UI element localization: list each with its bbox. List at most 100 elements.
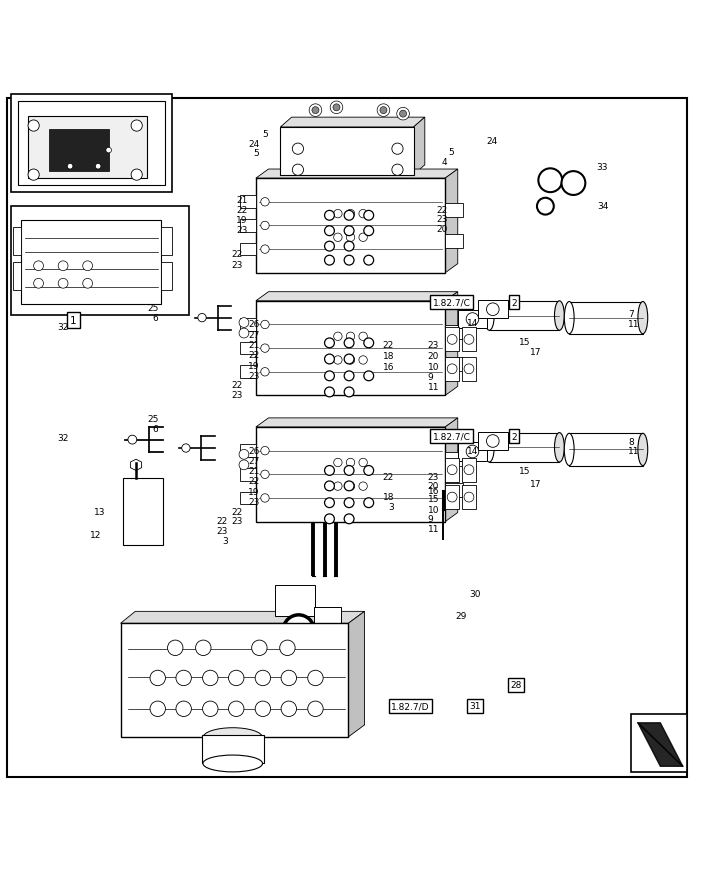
Circle shape bbox=[364, 371, 374, 381]
Bar bbox=[489, 433, 559, 462]
Text: 1: 1 bbox=[70, 315, 77, 325]
Text: 27: 27 bbox=[248, 456, 259, 466]
Circle shape bbox=[346, 482, 355, 491]
Circle shape bbox=[364, 466, 374, 476]
Bar bbox=[240, 492, 256, 505]
Text: 28: 28 bbox=[510, 680, 522, 690]
Circle shape bbox=[334, 333, 342, 342]
Circle shape bbox=[537, 198, 554, 216]
Text: 25: 25 bbox=[147, 415, 158, 423]
Circle shape bbox=[239, 461, 249, 470]
Text: 29: 29 bbox=[456, 612, 467, 620]
Circle shape bbox=[344, 355, 354, 364]
Text: 23: 23 bbox=[428, 341, 439, 350]
Text: 4: 4 bbox=[442, 157, 447, 167]
Bar bbox=[458, 443, 487, 461]
Circle shape bbox=[325, 388, 334, 397]
Text: 16: 16 bbox=[428, 486, 439, 495]
Circle shape bbox=[28, 169, 39, 181]
Bar bbox=[256, 302, 445, 396]
Text: 34: 34 bbox=[597, 202, 608, 210]
Circle shape bbox=[359, 459, 367, 468]
Circle shape bbox=[486, 303, 499, 316]
Text: 31: 31 bbox=[470, 701, 481, 711]
Bar bbox=[462, 486, 476, 509]
Circle shape bbox=[344, 242, 354, 252]
Circle shape bbox=[447, 493, 457, 502]
Bar bbox=[445, 458, 459, 482]
Circle shape bbox=[380, 108, 387, 115]
Bar bbox=[478, 301, 508, 319]
Text: 22: 22 bbox=[231, 507, 243, 516]
Circle shape bbox=[309, 104, 322, 117]
Bar bbox=[240, 319, 256, 331]
Circle shape bbox=[464, 465, 474, 475]
Bar bbox=[18, 102, 165, 186]
Polygon shape bbox=[256, 292, 458, 302]
Circle shape bbox=[400, 111, 407, 118]
Circle shape bbox=[182, 444, 190, 453]
Text: 33: 33 bbox=[596, 163, 607, 171]
Text: 22: 22 bbox=[231, 381, 243, 390]
Circle shape bbox=[359, 210, 367, 219]
Circle shape bbox=[261, 470, 269, 479]
Bar bbox=[11, 207, 189, 315]
Circle shape bbox=[359, 356, 367, 365]
Circle shape bbox=[344, 388, 354, 397]
Circle shape bbox=[344, 256, 354, 266]
Text: 23: 23 bbox=[231, 261, 243, 269]
Text: 14: 14 bbox=[467, 319, 478, 328]
Circle shape bbox=[344, 339, 354, 348]
Circle shape bbox=[168, 640, 183, 656]
Text: 9: 9 bbox=[428, 514, 433, 524]
Text: 30: 30 bbox=[470, 590, 481, 599]
Circle shape bbox=[392, 144, 403, 156]
Bar bbox=[462, 357, 476, 381]
Circle shape bbox=[346, 459, 355, 468]
Bar bbox=[631, 714, 687, 772]
Text: 22: 22 bbox=[248, 351, 259, 360]
Bar bbox=[445, 203, 463, 217]
Circle shape bbox=[334, 234, 342, 242]
Circle shape bbox=[176, 701, 191, 717]
Bar bbox=[445, 452, 463, 466]
Text: 3: 3 bbox=[388, 503, 394, 512]
Circle shape bbox=[333, 104, 340, 112]
Circle shape bbox=[261, 494, 269, 502]
Text: 23: 23 bbox=[436, 215, 447, 224]
Circle shape bbox=[464, 493, 474, 502]
Circle shape bbox=[131, 121, 142, 132]
Ellipse shape bbox=[554, 433, 564, 462]
Circle shape bbox=[466, 314, 479, 326]
Text: 11: 11 bbox=[628, 447, 639, 456]
Text: 19: 19 bbox=[236, 216, 247, 225]
Text: 15: 15 bbox=[519, 467, 530, 475]
Ellipse shape bbox=[203, 755, 262, 772]
Text: 15: 15 bbox=[428, 494, 439, 503]
Bar bbox=[445, 235, 463, 249]
Bar bbox=[445, 357, 459, 381]
Circle shape bbox=[131, 169, 142, 181]
Circle shape bbox=[447, 465, 457, 475]
Circle shape bbox=[83, 279, 93, 289]
Bar bbox=[121, 624, 348, 737]
Circle shape bbox=[203, 701, 218, 717]
Text: 10: 10 bbox=[428, 362, 439, 372]
Circle shape bbox=[325, 514, 334, 524]
Circle shape bbox=[538, 169, 562, 193]
Circle shape bbox=[447, 364, 457, 375]
Circle shape bbox=[364, 256, 374, 266]
Circle shape bbox=[203, 671, 218, 686]
Circle shape bbox=[34, 279, 43, 289]
Bar bbox=[161, 263, 172, 291]
Text: 23: 23 bbox=[428, 472, 439, 481]
Circle shape bbox=[344, 211, 354, 221]
Circle shape bbox=[325, 466, 334, 476]
Text: 22: 22 bbox=[436, 206, 447, 215]
Circle shape bbox=[176, 671, 191, 686]
Circle shape bbox=[346, 333, 355, 342]
Ellipse shape bbox=[638, 434, 648, 466]
Bar bbox=[256, 428, 445, 522]
Text: 8: 8 bbox=[628, 437, 634, 446]
Bar bbox=[240, 196, 256, 209]
